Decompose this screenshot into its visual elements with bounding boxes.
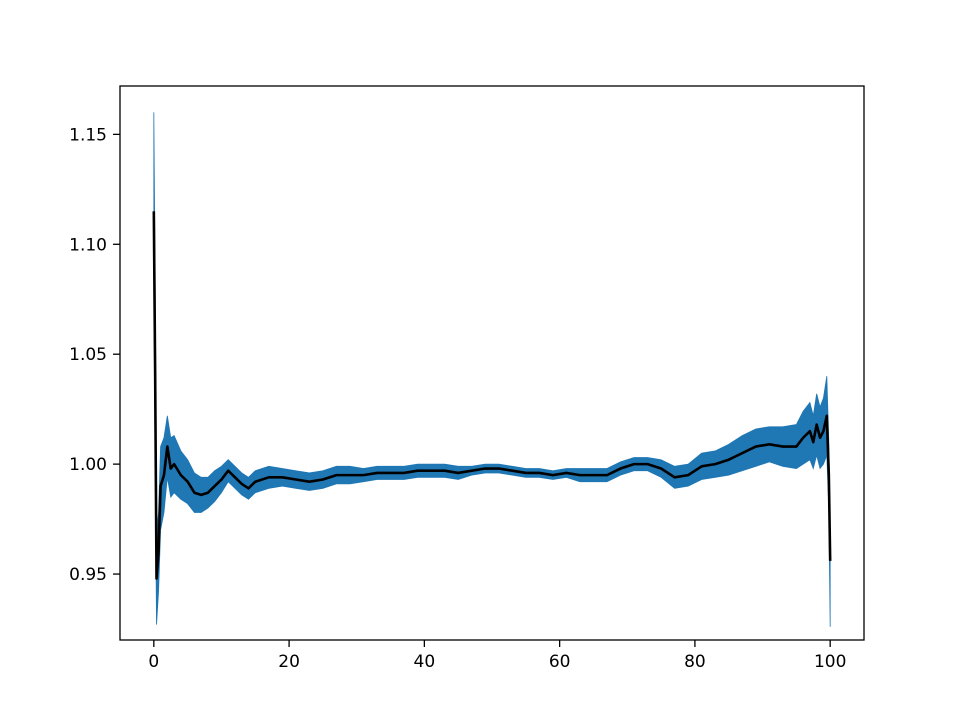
y-tick-label: 1.10 [69,235,107,255]
axes-frame [119,85,865,641]
x-tick-label: 40 [414,652,436,672]
x-tick-label: 0 [148,652,159,672]
x-tick-label: 100 [814,652,846,672]
x-tick-label: 80 [684,652,706,672]
confidence-band [153,112,831,627]
mean-line [152,211,832,580]
y-tick-label: 1.05 [69,345,107,365]
axis-ticks: 0 20 40 60 80 100 0.95 1.00 1.05 1.10 1.15 [69,125,846,672]
x-tick-label: 60 [549,652,571,672]
y-tick-label: 0.95 [69,565,107,585]
plot-area [152,112,832,627]
x-tick-label: 20 [278,652,300,672]
y-tick-label: 1.15 [69,125,107,145]
y-tick-label: 1.00 [69,455,107,475]
